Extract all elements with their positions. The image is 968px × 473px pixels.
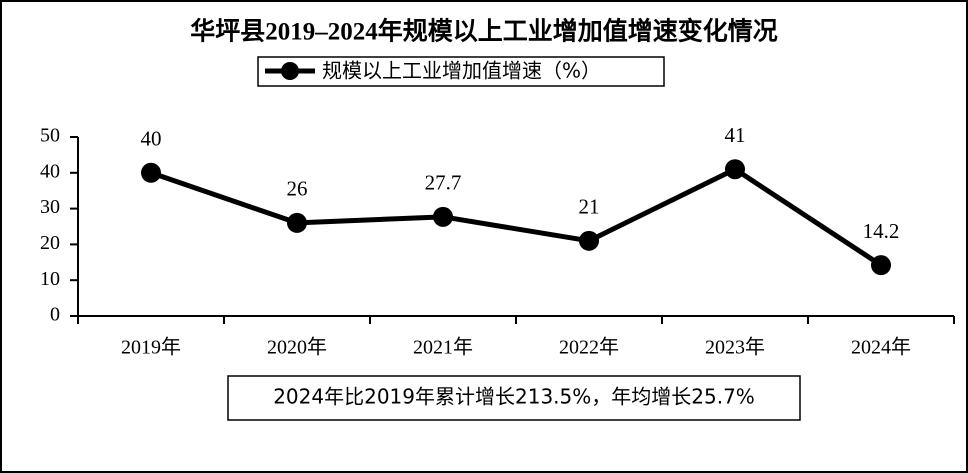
value-label: 26 xyxy=(287,177,308,201)
point xyxy=(433,206,453,227)
y-tick-label: 10 xyxy=(40,268,60,290)
y-tick-label: 20 xyxy=(40,232,60,254)
annotation-box xyxy=(227,375,801,421)
y-tick-label: 30 xyxy=(40,196,60,218)
x-tick-label: 2019年 xyxy=(121,336,181,359)
x-tick-label: 2023年 xyxy=(705,336,765,359)
x-tick-label: 2020年 xyxy=(267,336,327,359)
value-label: 21 xyxy=(579,195,600,219)
y-tick-label: 0 xyxy=(50,304,60,326)
chart-title: 华坪县2019–2024年规模以上工业增加值增速变化情况 xyxy=(190,17,778,46)
series-line xyxy=(150,166,883,268)
y-tick-label: 50 xyxy=(40,125,60,147)
point xyxy=(141,162,161,183)
annotation: 2024年比2019年累计增长213.5%，年均增长25.7% xyxy=(273,385,755,409)
value-label: 14.2 xyxy=(863,219,900,243)
legend-box xyxy=(257,56,665,87)
y-tick-label: 40 xyxy=(40,160,60,182)
legend-marker xyxy=(281,62,299,80)
x-tick-label: 2024年 xyxy=(851,336,911,359)
point xyxy=(871,255,891,276)
x-tick-label: 2022年 xyxy=(559,336,619,359)
point xyxy=(287,212,307,233)
legend-label: 规模以上工业增加值增速（%） xyxy=(322,59,601,83)
x-tick-label: 2021年 xyxy=(413,336,473,359)
point xyxy=(579,230,599,251)
value-label: 27.7 xyxy=(425,171,462,195)
value-label: 41 xyxy=(725,123,746,147)
point xyxy=(725,159,745,180)
value-label: 40 xyxy=(141,127,162,151)
